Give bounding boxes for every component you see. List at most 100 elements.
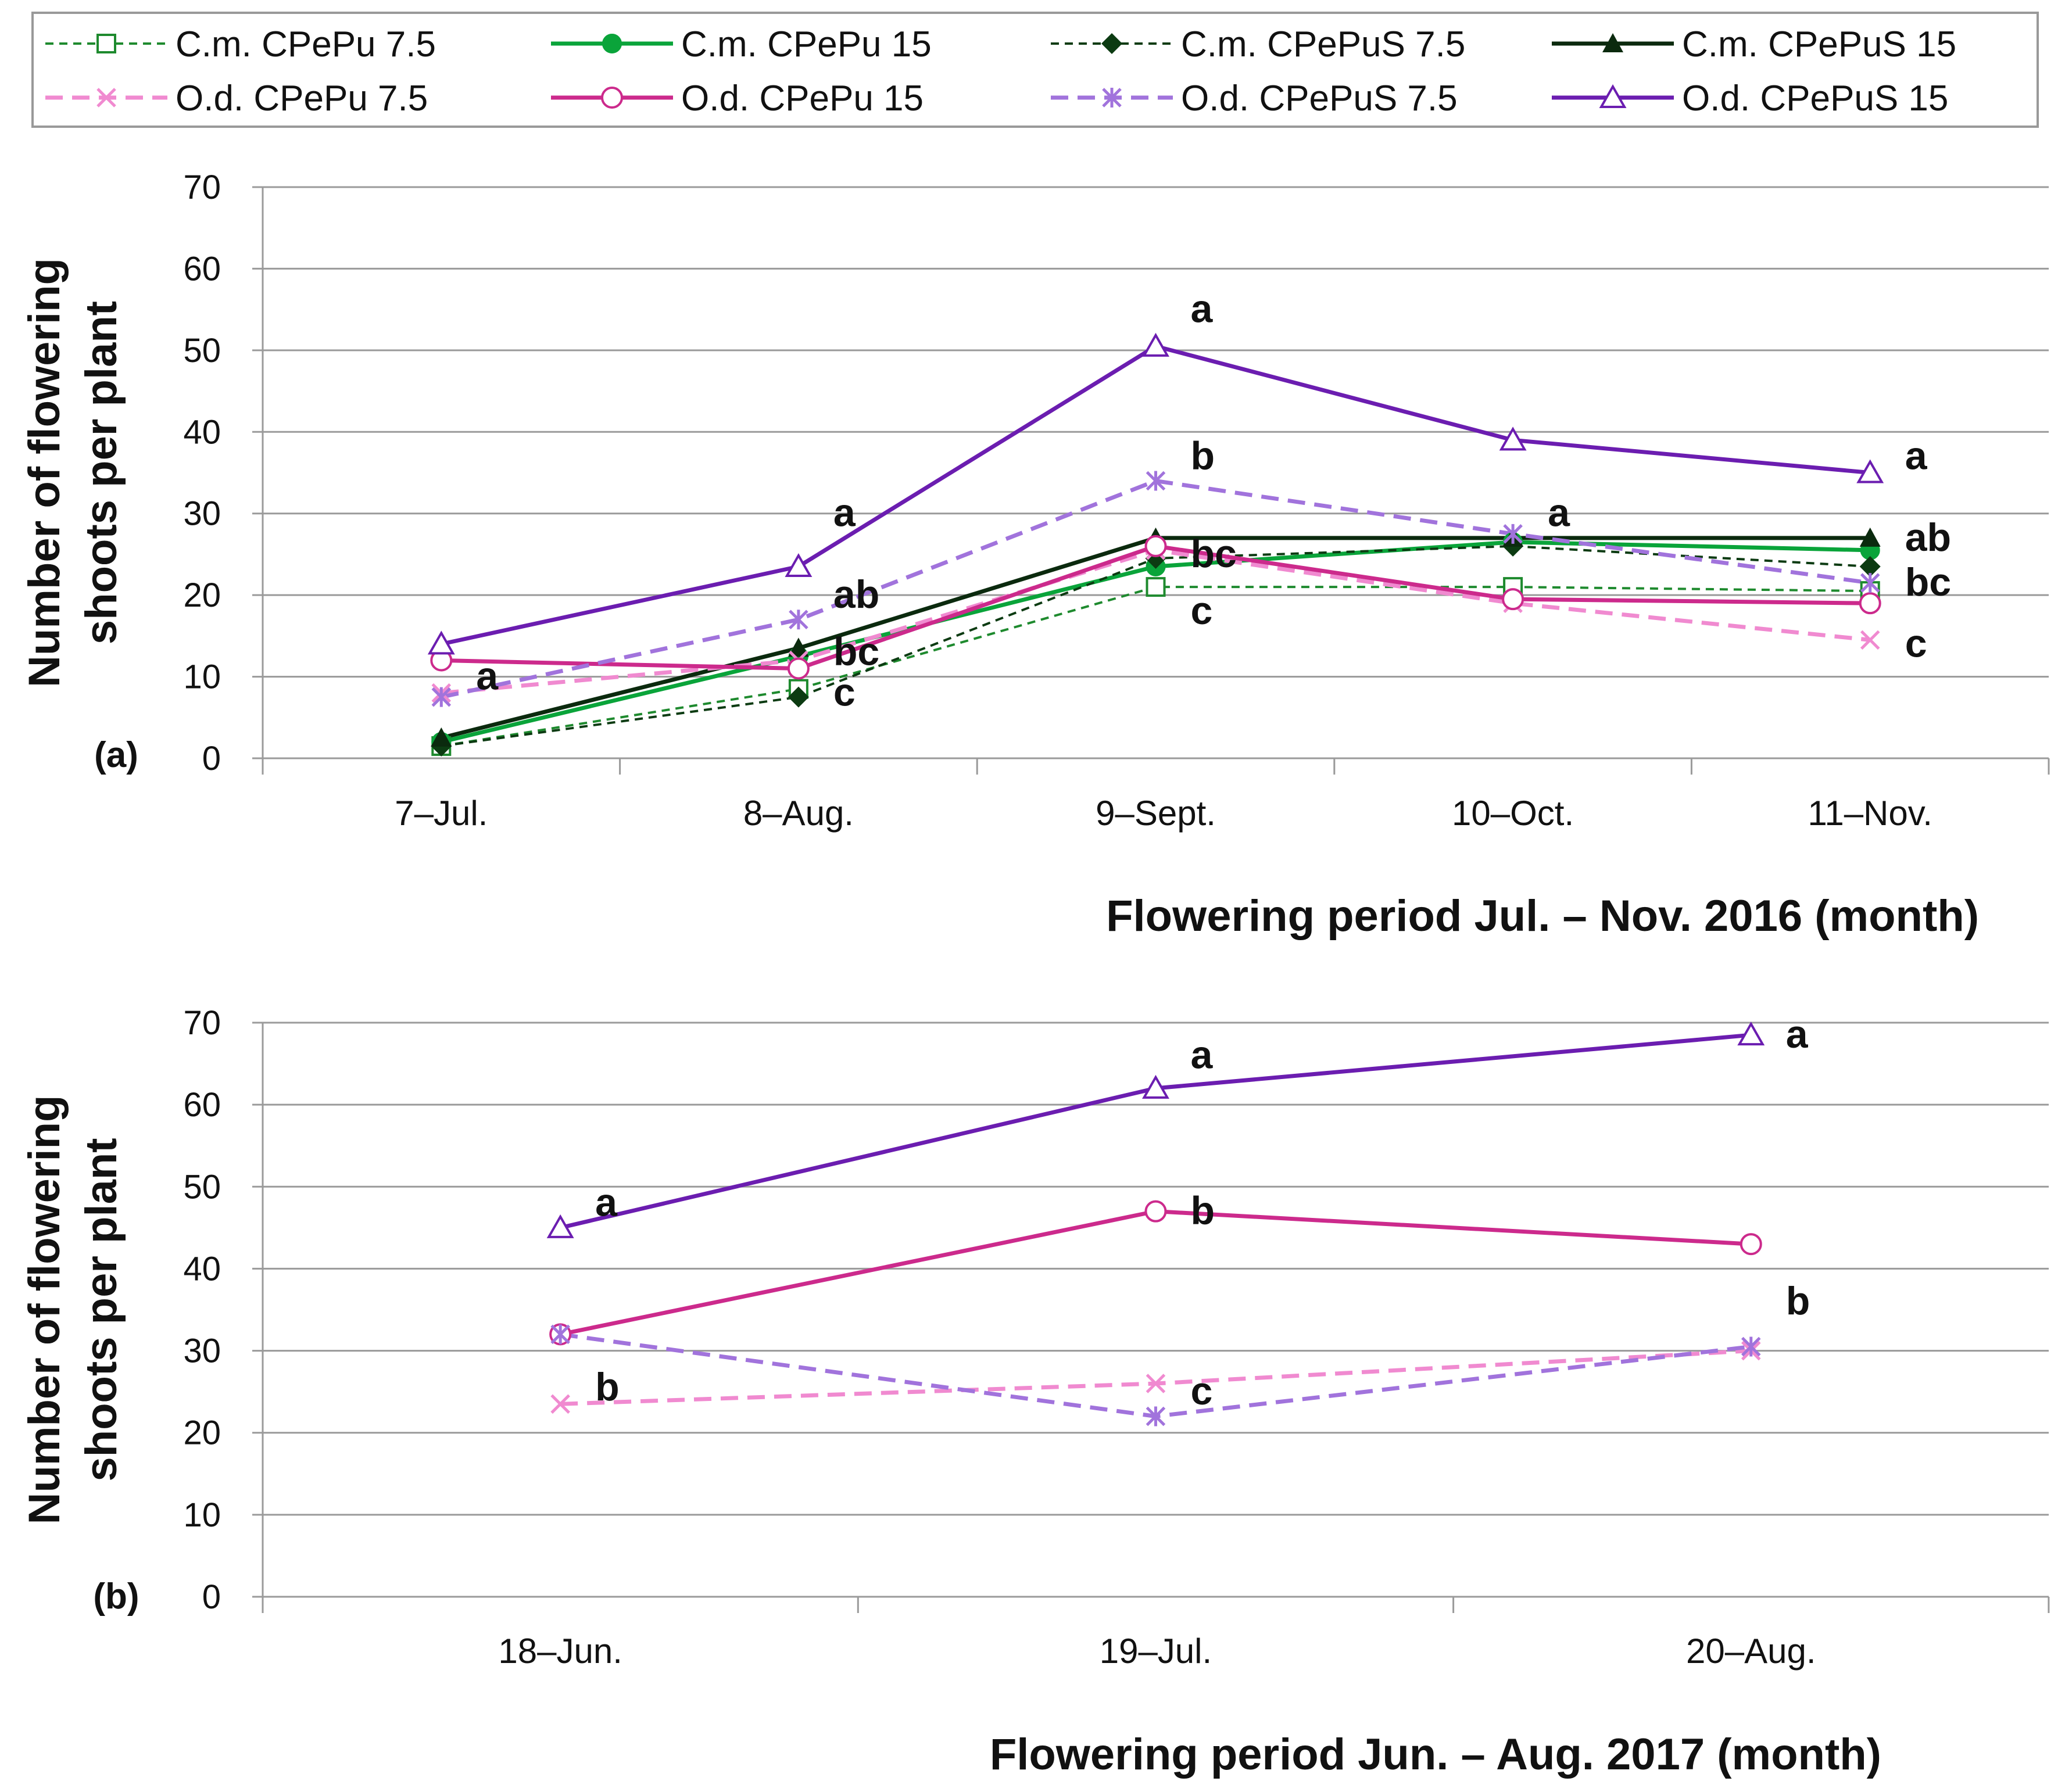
panel-a-data-point-od_cpepus_75 (789, 610, 808, 630)
panel-b-data-point-od_cpepu_15 (1144, 1200, 1167, 1223)
legend-marker (96, 34, 116, 53)
panel-b-y-tick-label-60: 60 (183, 1086, 221, 1124)
panel-b-data-point-od_cpepu_75 (1146, 1374, 1166, 1393)
panel-a-data-point-od_cpepu_75 (1860, 630, 1880, 650)
panel-a-data-point-od_cpepu_15 (787, 657, 810, 680)
legend-label: C.m. CPePuS 15 (1682, 24, 1956, 64)
panel-a-data-point-cm_cpepus_75 (788, 686, 809, 708)
panel-a-x-tick-label: 7–Jul. (395, 794, 488, 833)
panel-a-data-point-cm_cpepus_75 (1859, 555, 1881, 577)
legend-entry-cm_cpepus_75: C.m. CPePuS 7.5 (1051, 24, 1465, 64)
panel-b-data-point-od_cpepus_15 (546, 1214, 574, 1238)
panel-a-x-tick-label: 11–Nov. (1808, 794, 1932, 833)
legend-marker (1101, 33, 1122, 54)
panel-a-y-tick-label-30: 30 (183, 495, 221, 533)
legend-marker (601, 87, 623, 109)
panel-b-significance-label: a (1786, 1012, 1809, 1056)
legend-entry-cm_cpepu_15: C.m. CPePu 15 (551, 24, 932, 64)
panel-b-data-point-od_cpepus_15 (1142, 1074, 1169, 1099)
panel-b-significance-label: b (595, 1365, 620, 1409)
panel-b-x-axis-title: Flowering period Jun. – Aug. 2017 (month… (990, 1730, 1881, 1779)
panel-a-data-point-od_cpepus_75 (1146, 471, 1166, 491)
panel-a-data-point-od_cpepus_75 (1860, 573, 1880, 593)
legend: C.m. CPePu 7.5 C.m. CPePu 15 C.m. CPePuS 7… (31, 12, 2039, 128)
panel-a-x-tick-label: 10–Oct. (1452, 794, 1574, 833)
panel-b-y-axis-title: Number of flowering (20, 1095, 69, 1525)
panel-b-y-tick-label-70: 70 (183, 1004, 221, 1042)
panel-b-data-point-od_cpepus_75 (1146, 1406, 1166, 1427)
panel-a-significance-label: bc (1191, 532, 1237, 576)
panel-a-y-tick-label-70: 70 (183, 169, 221, 206)
panel-b-x-tick-label: 20–Aug. (1686, 1632, 1816, 1671)
legend-entry-cm_cpepu_75: C.m. CPePu 7.5 (45, 24, 436, 64)
panel-a-significance-label: a (833, 491, 856, 535)
legend-entry-od_cpepu_75: O.d. CPePu 7.5 (45, 78, 428, 119)
panel-b-y-axis-title: shoots per plant (77, 1138, 126, 1481)
legend-entry-cm_cpepus_15: C.m. CPePuS 15 (1552, 24, 1956, 64)
panel-a-significance-label: b (1191, 433, 1215, 478)
legend-entry-od_cpepus_15: O.d. CPePuS 15 (1552, 78, 1948, 119)
panel-a-y-axis-title: shoots per plant (77, 301, 126, 644)
panel-b-y-tick-label-30: 30 (183, 1332, 221, 1370)
panel-a-data-point-od_cpepus_75 (1503, 524, 1523, 544)
panel-b-data-point-od_cpepu_15 (1740, 1233, 1762, 1256)
legend-marker (96, 88, 116, 107)
legend-marker (1599, 84, 1627, 108)
panel-a-significance-label: c (833, 671, 856, 715)
panel-b-significance-label: c (1190, 1369, 1212, 1413)
panel-b-y-tick-label-10: 10 (183, 1496, 221, 1534)
panel-a-x-tick-label: 8–Aug. (743, 794, 854, 833)
panel-a-data-point-od_cpepus_15 (1856, 459, 1884, 483)
panel-a-y-tick-label-0: 0 (202, 740, 221, 777)
panel-b-data-point-od_cpepus_75 (1741, 1336, 1761, 1357)
panel-b-data-point-od_cpepu_75 (550, 1394, 570, 1414)
panel-a-significance-label: a (1905, 433, 1928, 478)
legend-label: C.m. CPePu 7.5 (176, 24, 436, 64)
panel-b-y-tick-label-0: 0 (202, 1578, 221, 1616)
panel-b-x-tick-label: 19–Jul. (1100, 1632, 1212, 1671)
panel-a-data-point-od_cpepus_15 (427, 630, 455, 655)
panel-a-data-point-od_cpepus_15 (785, 553, 813, 577)
panel-b-significance-label: b (1190, 1189, 1215, 1233)
panel-a-data-point-od_cpepu_15 (1502, 588, 1524, 611)
panel-a-data-point-od_cpepus_15 (1142, 332, 1169, 357)
legend-entry-od_cpepus_75: O.d. CPePuS 7.5 (1051, 78, 1458, 119)
chart-panel-b: 0 10 20 30 40 50 60 70 18–Jun. 19–Jul. 20–Aug. Numb… (20, 1004, 2050, 1779)
panel-a-y-tick-label-60: 60 (183, 250, 221, 288)
panel-a-significance-label: c (1191, 589, 1213, 633)
legend-marker (602, 34, 622, 53)
panel-b-y-tick-label-20: 20 (183, 1414, 221, 1452)
panel-a-data-point-od_cpepus_75 (431, 687, 452, 707)
panel-b-significance-label: a (595, 1181, 618, 1225)
panel-b-significance-label: a (1190, 1033, 1213, 1077)
panel-a-significance-label: ab (833, 572, 879, 617)
panel-a-x-tick-label: 9–Sept. (1096, 794, 1216, 833)
panel-a-significance-label: ab (1905, 515, 1951, 560)
legend-label: C.m. CPePu 15 (681, 24, 932, 64)
panel-a-y-tick-label-10: 10 (183, 658, 221, 696)
panel-a-x-axis-title: Flowering period Jul. – Nov. 2016 (month… (1106, 891, 1979, 941)
panel-a-significance-label: a (1191, 287, 1214, 331)
legend-frame (31, 12, 2039, 128)
legend-label: C.m. CPePuS 7.5 (1181, 24, 1465, 64)
legend-label: O.d. CPePu 7.5 (176, 78, 428, 119)
panel-a-significance-label: a (1548, 491, 1570, 535)
panel-a-data-point-cm_cpepus_15 (1859, 527, 1881, 547)
panel-a-y-axis-title: Number of flowering (20, 258, 69, 687)
legend-label: O.d. CPePuS 7.5 (1181, 78, 1458, 119)
panel-a-data-point-od_cpepu_15 (1144, 535, 1167, 557)
panel-a-data-point-od_cpepus_15 (1499, 427, 1527, 451)
panel-a-data-point-cm_cpepus_15 (788, 637, 809, 657)
panel-a-y-tick-label-50: 50 (183, 332, 221, 370)
panel-b-data-point-od_cpepus_75 (550, 1324, 570, 1345)
legend-marker (1102, 88, 1122, 107)
panel-a-data-point-cm_cpepus_15 (431, 727, 452, 747)
panel-a-y-tick-label-40: 40 (183, 413, 221, 451)
panel-b-y-tick-label-40: 40 (183, 1250, 221, 1288)
legend-entry-od_cpepu_15: O.d. CPePu 15 (551, 78, 924, 119)
legend-marker (1602, 33, 1623, 52)
panel-a-label: (a) (94, 735, 138, 775)
panel-a-data-point-od_cpepu_15 (1859, 592, 1881, 615)
